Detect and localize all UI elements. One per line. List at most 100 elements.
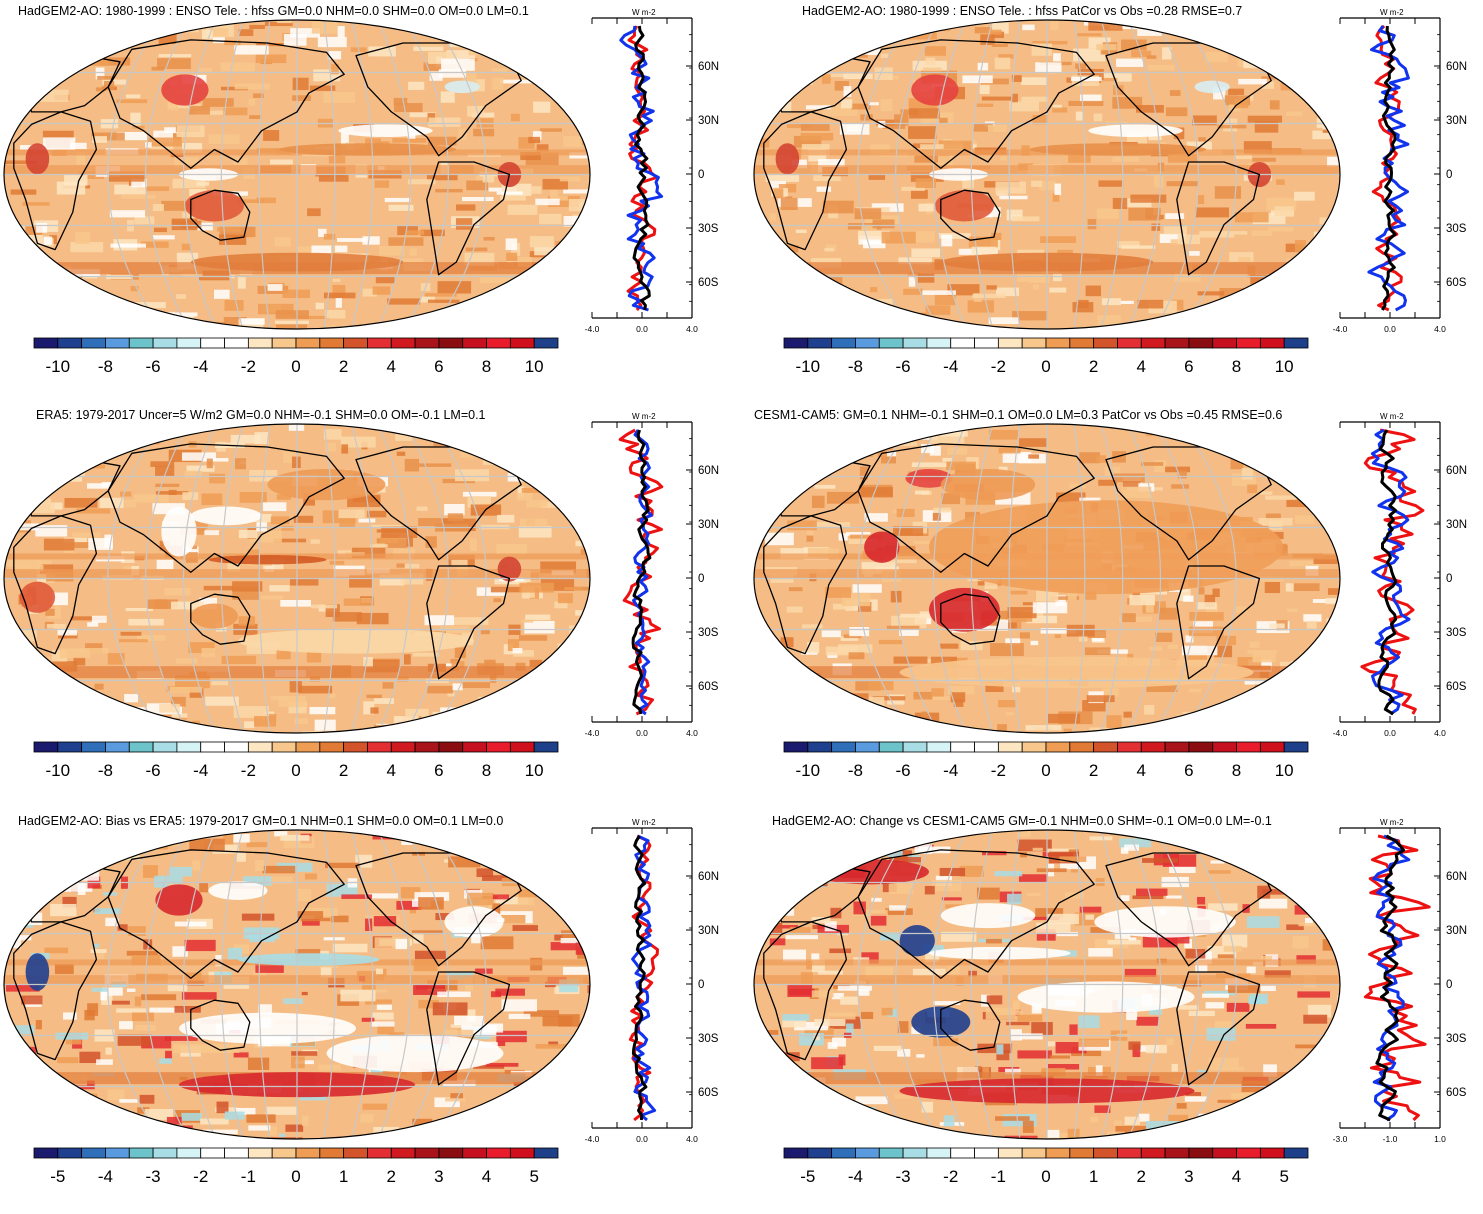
field-patch bbox=[1063, 728, 1072, 733]
field-patch bbox=[1265, 513, 1281, 520]
field-patch bbox=[202, 1129, 238, 1135]
colorbar-label: -4 bbox=[193, 357, 208, 376]
anomaly-blob bbox=[184, 190, 244, 222]
field-patch bbox=[1254, 121, 1279, 133]
field-patch bbox=[408, 81, 425, 90]
field-patch bbox=[887, 75, 899, 80]
field-patch bbox=[1210, 860, 1225, 864]
field-patch bbox=[124, 499, 137, 508]
field-patch bbox=[94, 949, 105, 959]
field-patch bbox=[861, 952, 879, 964]
field-patch bbox=[539, 128, 562, 132]
field-patch bbox=[1155, 1127, 1182, 1137]
field-patch bbox=[1211, 710, 1237, 722]
field-patch bbox=[869, 287, 878, 293]
map-border bbox=[3, 423, 591, 734]
field-patch bbox=[1321, 292, 1335, 303]
meridian-line bbox=[350, 424, 374, 733]
field-patch bbox=[521, 487, 546, 493]
colorbar-swatch bbox=[438, 337, 464, 349]
field-patch bbox=[241, 913, 275, 921]
field-patch bbox=[41, 498, 51, 504]
field-patch bbox=[1299, 286, 1321, 298]
field-patch bbox=[1057, 249, 1073, 255]
colorbar-swatch bbox=[1236, 337, 1261, 349]
field-patch bbox=[809, 460, 829, 472]
field-patch bbox=[327, 693, 336, 699]
meridian-line bbox=[895, 830, 941, 1139]
field-patch bbox=[368, 424, 401, 430]
zonal-mean-profile: W m-2 -4.0 0.0 4.0 60N 30N 0 30S 60S bbox=[585, 816, 742, 1161]
field-patch bbox=[1219, 288, 1245, 299]
field-patch bbox=[1298, 299, 1332, 308]
field-patch bbox=[260, 595, 284, 600]
field-patch bbox=[1297, 859, 1305, 869]
colorbar-label: -4 bbox=[943, 761, 958, 780]
field-patch bbox=[372, 286, 391, 295]
field-patch bbox=[985, 938, 1002, 944]
field-patch bbox=[329, 560, 345, 565]
colorbar-swatch bbox=[509, 337, 535, 349]
field-patch bbox=[496, 543, 527, 555]
field-patch bbox=[480, 629, 490, 635]
field-patch bbox=[1055, 1042, 1087, 1054]
field-patch bbox=[903, 288, 923, 295]
colorbar-label: -10 bbox=[46, 761, 71, 780]
field-patch bbox=[880, 53, 889, 58]
field-patch bbox=[1012, 683, 1021, 693]
field-patch bbox=[356, 612, 389, 625]
field-patch bbox=[1026, 615, 1058, 624]
field-patch bbox=[246, 842, 268, 848]
field-patch bbox=[1198, 137, 1206, 142]
field-patch bbox=[988, 317, 1020, 325]
colorbar: -10 -8 -6 -4 -2 0 2 4 6 8 10 bbox=[33, 741, 562, 782]
colorbar-swatch bbox=[105, 337, 130, 349]
field-patch bbox=[437, 991, 471, 998]
colorbar-label: -10 bbox=[46, 357, 71, 376]
field-patch bbox=[1227, 323, 1248, 328]
field-patch bbox=[109, 210, 146, 218]
field-patch bbox=[467, 496, 491, 508]
profile-black-line bbox=[631, 835, 648, 1121]
field-patch bbox=[141, 994, 177, 1001]
field-patch bbox=[1036, 868, 1067, 873]
field-patch bbox=[783, 39, 798, 52]
field-patch bbox=[174, 675, 210, 689]
field-patch bbox=[278, 695, 306, 707]
field-patch bbox=[550, 872, 584, 877]
field-patch bbox=[152, 203, 164, 212]
field-patch bbox=[21, 462, 37, 473]
field-patch bbox=[192, 860, 201, 871]
field-patch bbox=[924, 46, 946, 56]
field-patch bbox=[991, 232, 1002, 241]
field-patch bbox=[134, 216, 155, 225]
zonal-mean-profile: W m-2 -4.0 0.0 4.0 60N 30N 0 30S 60S bbox=[1333, 6, 1483, 351]
field-patch bbox=[420, 229, 445, 237]
profile-lat-label: 30S bbox=[698, 223, 719, 235]
field-patch bbox=[996, 1050, 1010, 1061]
field-patch bbox=[366, 694, 382, 699]
field-patch bbox=[248, 98, 256, 106]
field-patch bbox=[1098, 479, 1117, 486]
field-patch bbox=[306, 650, 322, 663]
field-patch bbox=[498, 1133, 519, 1139]
field-patch bbox=[155, 466, 175, 477]
field-patch bbox=[817, 20, 845, 32]
field-patch bbox=[1303, 614, 1322, 622]
colorbar-label: -2 bbox=[991, 357, 1006, 376]
colorbar-swatch bbox=[33, 741, 59, 753]
profile-lat-label: 30N bbox=[1446, 115, 1467, 127]
field-patch bbox=[1158, 607, 1178, 620]
field-patch bbox=[298, 685, 333, 694]
field-patch bbox=[921, 711, 928, 717]
field-patch bbox=[908, 126, 937, 139]
field-patch bbox=[125, 608, 154, 612]
colorbar-swatch bbox=[128, 1147, 154, 1159]
field-patch bbox=[843, 634, 862, 639]
field-patch bbox=[937, 155, 953, 167]
field-patch bbox=[171, 218, 198, 231]
field-patch bbox=[519, 582, 554, 593]
colorbar-swatch bbox=[438, 1147, 464, 1159]
field-patch bbox=[1262, 889, 1286, 895]
field-patch bbox=[557, 593, 573, 604]
